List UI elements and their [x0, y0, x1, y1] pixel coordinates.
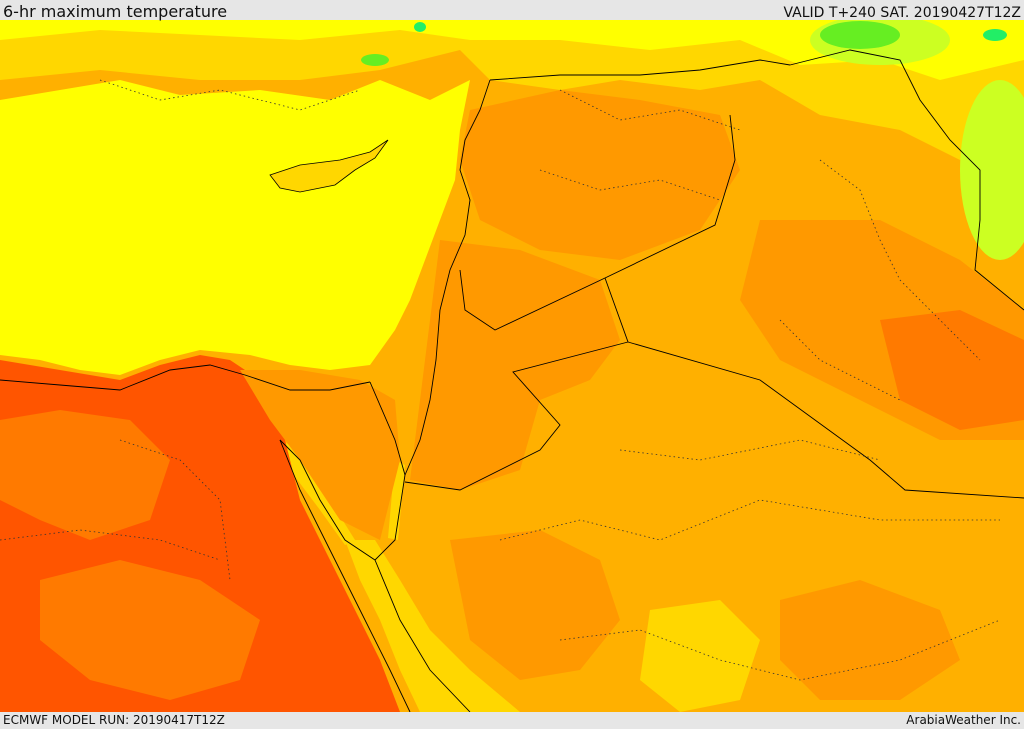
- sinai-orange: [240, 370, 400, 540]
- province-borders: [0, 79, 1001, 681]
- iraq-dark-orange: [880, 310, 1024, 430]
- green-pocket-ne-spot: [983, 29, 1007, 41]
- saudi-orange-patch2: [450, 530, 620, 680]
- header-bar: 6-hr maximum temperature VALID T+240 SAT…: [0, 0, 1024, 21]
- green-pocket-center: [361, 54, 389, 66]
- yellow-zone-north: [0, 20, 1024, 160]
- green-pocket-east: [960, 80, 1024, 260]
- green-pocket-center2: [414, 22, 426, 32]
- egypt-orange-patches: [0, 410, 170, 540]
- syria-orange: [460, 90, 740, 260]
- model-run-label: ECMWF MODEL RUN: 20190417T12Z: [3, 713, 225, 727]
- gulf-of-aqaba: [388, 460, 405, 540]
- red-sea: [345, 540, 520, 712]
- levant-orange: [410, 240, 620, 490]
- cyprus-island: [269, 139, 389, 193]
- saudi-orange-patch: [780, 580, 960, 700]
- gulf-of-suez: [280, 440, 355, 545]
- footer-bar: ECMWF MODEL RUN: 20190417T12Z ArabiaWeat…: [0, 712, 1024, 729]
- green-pocket-ne-core: [820, 21, 900, 49]
- country-borders: [0, 49, 1024, 712]
- credit-label: ArabiaWeather Inc.: [906, 713, 1021, 727]
- temperature-map[interactable]: [0, 20, 1024, 712]
- yellow-zone-north-bright: [0, 20, 1024, 80]
- saudi-gold-patch: [640, 600, 760, 712]
- mediterranean-sea: [0, 80, 470, 375]
- egypt-orange-patches2: [40, 560, 260, 700]
- valid-time-label: VALID T+240 SAT. 20190427T12Z: [783, 5, 1021, 21]
- map-title: 6-hr maximum temperature: [3, 2, 228, 21]
